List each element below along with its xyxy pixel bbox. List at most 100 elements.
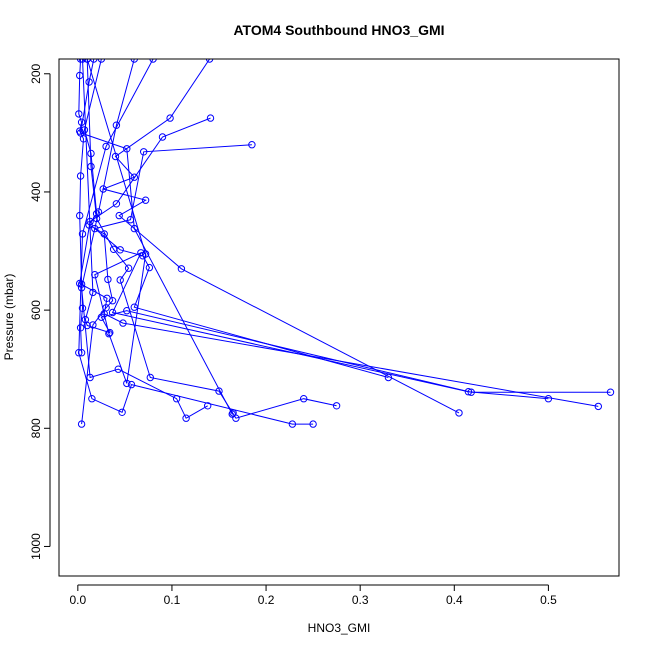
- data-point: [112, 121, 121, 129]
- data-point: [455, 409, 463, 417]
- series-line: [93, 144, 389, 378]
- series-line: [86, 59, 549, 400]
- x-tick-label: 0.3: [352, 593, 369, 607]
- series-11: [76, 59, 237, 418]
- data-point: [102, 142, 110, 151]
- data-point: [90, 59, 98, 63]
- data-point: [85, 78, 93, 86]
- data-point: [76, 211, 84, 220]
- data-point: [123, 379, 131, 388]
- data-point: [94, 208, 103, 216]
- series-10: [75, 59, 317, 428]
- chart-title: ATOM4 Southbound HNO3_GMI: [233, 22, 444, 38]
- data-point: [130, 59, 138, 63]
- data-point: [145, 263, 154, 272]
- data-point: [206, 114, 215, 122]
- data-point: [109, 245, 118, 254]
- data-point: [106, 328, 114, 337]
- data-point: [229, 409, 237, 417]
- data-point: [88, 395, 96, 403]
- x-tick-label: 0.4: [446, 593, 463, 607]
- data-point: [146, 373, 155, 382]
- data-point: [115, 211, 123, 220]
- data-point: [204, 402, 212, 410]
- data-point: [177, 265, 186, 273]
- data-point: [83, 321, 91, 330]
- data-point: [78, 230, 87, 238]
- series-line: [78, 59, 314, 425]
- plot-frame: [58, 58, 620, 577]
- y-tick-label: 1000: [29, 533, 43, 560]
- data-point: [114, 365, 123, 373]
- data-point: [78, 59, 87, 63]
- plot-area: [58, 58, 620, 577]
- data-point: [76, 129, 85, 137]
- data-point: [288, 420, 297, 428]
- data-point: [118, 408, 126, 416]
- data-point: [116, 276, 124, 284]
- data-point: [112, 200, 121, 208]
- data-point: [606, 388, 615, 396]
- data-point: [86, 373, 94, 382]
- data-point: [77, 420, 86, 428]
- data-point: [166, 114, 174, 122]
- data-point: [205, 59, 214, 63]
- data-point: [130, 224, 139, 233]
- data-point: [140, 148, 148, 156]
- data-point: [309, 420, 317, 428]
- data-point: [127, 380, 136, 389]
- y-axis: 200 400 600 800 1000: [29, 63, 51, 560]
- data-point: [89, 288, 97, 297]
- series-line: [79, 117, 599, 407]
- series-line: [81, 59, 114, 425]
- y-tick-label: 600: [29, 300, 43, 320]
- data-point: [158, 133, 167, 141]
- data-point: [215, 387, 223, 395]
- data-point: [108, 308, 117, 317]
- data-point: [137, 249, 145, 257]
- x-tick-label: 0.1: [164, 593, 181, 607]
- data-point: [77, 284, 86, 292]
- series-5: [76, 114, 602, 411]
- series-line: [82, 59, 611, 393]
- series-9: [77, 59, 212, 422]
- y-tick-label: 800: [29, 418, 43, 438]
- x-tick-label: 0.5: [540, 593, 557, 607]
- x-tick-label: 0.0: [69, 593, 86, 607]
- data-point: [104, 275, 112, 284]
- data-point: [594, 402, 602, 411]
- data-point: [103, 294, 111, 302]
- y-tick-label: 200: [29, 63, 43, 83]
- data-point: [75, 110, 83, 118]
- data-point: [91, 224, 99, 233]
- data-point: [119, 319, 127, 327]
- series-line: [80, 59, 234, 416]
- data-point: [544, 395, 553, 403]
- data-point: [91, 271, 99, 279]
- y-tick-label: 400: [29, 182, 43, 202]
- x-axis-label: HNO3_GMI: [308, 621, 371, 635]
- series-8: [83, 59, 341, 422]
- data-point: [182, 414, 190, 422]
- data-point: [228, 410, 236, 418]
- data-point: [75, 349, 83, 357]
- data-point: [124, 264, 133, 272]
- x-tick-label: 0.2: [258, 593, 275, 607]
- data-point: [300, 395, 308, 403]
- data-point: [83, 59, 91, 63]
- series-line: [81, 59, 208, 419]
- data-point: [78, 304, 87, 312]
- data-point: [141, 196, 150, 204]
- data-point: [89, 321, 97, 329]
- data-point: [123, 145, 131, 153]
- data-point: [97, 313, 106, 321]
- data-point: [87, 162, 95, 171]
- data-point: [97, 59, 106, 63]
- data-point: [332, 402, 341, 410]
- x-axis: 0.0 0.1 0.2 0.3 0.4 0.5: [69, 584, 557, 607]
- data-point: [467, 388, 475, 396]
- series-6: [83, 59, 553, 403]
- data-point: [76, 172, 85, 180]
- series-7: [78, 59, 615, 396]
- data-point: [130, 173, 139, 181]
